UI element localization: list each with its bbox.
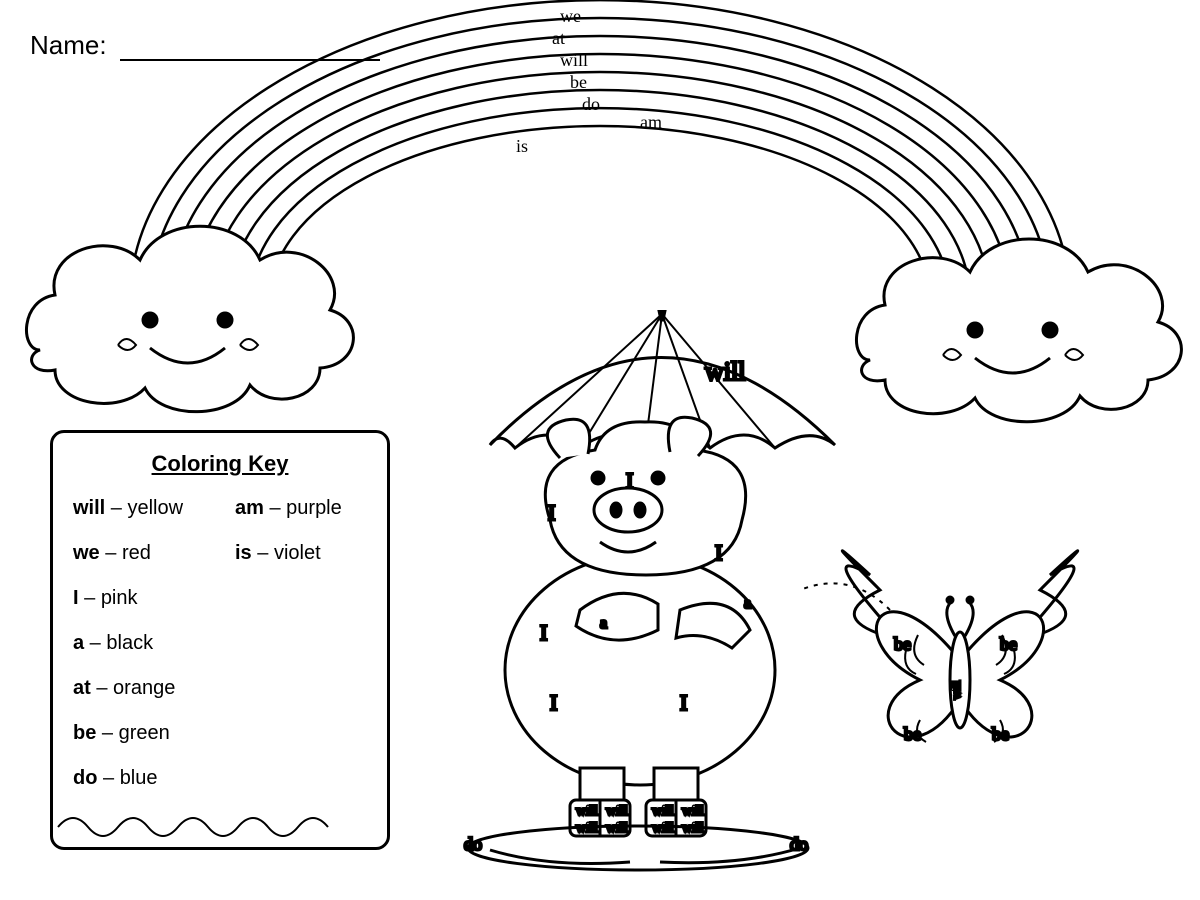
- butterfly-lower-right: be: [992, 724, 1009, 744]
- svg-text:will: will: [652, 804, 674, 819]
- key-row: is – violet: [235, 542, 367, 565]
- key-row: will – yellow: [73, 497, 205, 520]
- key-row: I – pink: [73, 587, 205, 610]
- svg-text:I: I: [680, 690, 687, 715]
- butterfly-body-word: will: [949, 680, 963, 699]
- svg-text:I: I: [550, 690, 557, 715]
- svg-text:will: will: [606, 821, 628, 836]
- key-row: a – black: [73, 632, 205, 655]
- rainbow-band-4: do: [582, 94, 600, 114]
- coloring-key: Coloring Key will – yellow we – red I – …: [50, 430, 390, 850]
- svg-text:I: I: [540, 620, 547, 645]
- svg-text:will: will: [606, 804, 628, 819]
- key-row: be – green: [73, 722, 205, 745]
- puddle-left: do: [464, 834, 482, 854]
- puddle: [468, 826, 808, 870]
- svg-text:will: will: [576, 804, 598, 819]
- key-row: we – red: [73, 542, 205, 565]
- butterfly-lower-left: be: [904, 724, 921, 744]
- svg-text:will: will: [652, 821, 674, 836]
- umbrella-word: will: [705, 357, 745, 386]
- cloud-left: [26, 226, 353, 411]
- rainbow-band-0: we: [560, 6, 581, 26]
- coloring-key-title: Coloring Key: [73, 451, 367, 477]
- butterfly-upper-right: be: [1000, 634, 1017, 654]
- svg-text:I: I: [548, 500, 555, 525]
- rainbow-band-5: am: [640, 112, 662, 132]
- butterfly-upper-left: be: [894, 634, 911, 654]
- rainbow-band-1: at: [552, 28, 565, 48]
- rainbow-band-2: will: [560, 50, 588, 70]
- svg-text:I: I: [626, 468, 633, 493]
- rainbow-labels: we at will be do am is: [516, 6, 662, 156]
- puddle-right: do: [790, 834, 808, 854]
- svg-text:will: will: [682, 804, 704, 819]
- key-row: do – blue: [73, 767, 205, 790]
- key-bottom-ornament: [53, 813, 353, 841]
- svg-text:I: I: [715, 540, 722, 565]
- key-row: am – purple: [235, 497, 367, 520]
- rainbow-band-6: is: [516, 136, 528, 156]
- butterfly: be be be be will: [800, 551, 1078, 744]
- key-col-left: will – yellow we – red I – pink a – blac…: [73, 497, 205, 812]
- svg-text:a: a: [600, 615, 607, 632]
- key-col-right: am – purple is – violet: [235, 497, 367, 812]
- pig-scene: will we we a: [430, 310, 1200, 900]
- rainbow-band-3: be: [570, 72, 587, 92]
- pig-arm-a: a: [744, 595, 751, 612]
- key-row: at – orange: [73, 677, 205, 700]
